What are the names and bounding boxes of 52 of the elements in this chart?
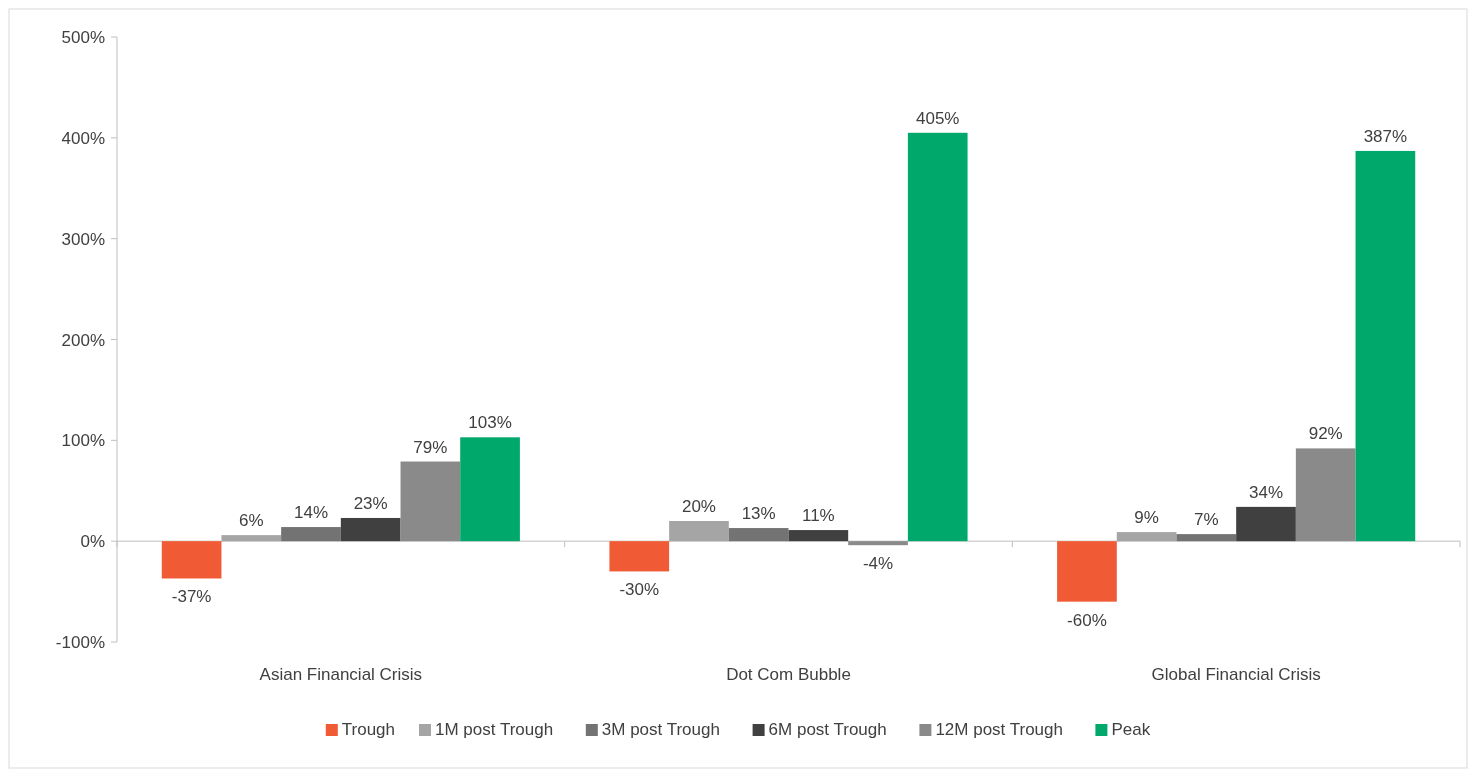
data-label: 387% — [1363, 126, 1408, 146]
bar — [1057, 541, 1117, 602]
legend-label: 1M post Trough — [435, 720, 554, 739]
y-tick-label: -100% — [55, 633, 105, 652]
bar — [460, 437, 520, 542]
x-tick-label: Global Financial Crisis — [1151, 665, 1321, 684]
bar — [281, 527, 341, 542]
bar — [788, 530, 849, 542]
data-label: 14% — [293, 503, 328, 523]
bar — [728, 528, 789, 542]
bar — [1116, 532, 1177, 542]
data-label: 6% — [239, 511, 264, 531]
data-label: 11% — [801, 506, 835, 526]
legend-label: 3M post Trough — [601, 720, 720, 739]
data-label: 92% — [1308, 424, 1343, 444]
bar — [907, 132, 968, 542]
data-label: 103% — [468, 413, 512, 433]
y-tick-label: 0% — [80, 532, 105, 552]
data-label: 34% — [1249, 482, 1284, 502]
bar — [1355, 150, 1416, 542]
y-tick-label: 200% — [61, 330, 105, 350]
bar — [221, 535, 282, 542]
bar — [1176, 534, 1237, 542]
data-label: 20% — [681, 497, 716, 516]
data-label: 79% — [413, 437, 448, 457]
bar — [1295, 448, 1356, 542]
bar — [609, 541, 670, 572]
data-label: -60% — [1067, 610, 1107, 630]
y-tick-label: 300% — [61, 229, 105, 249]
bar — [848, 541, 908, 546]
legend-label: 6M post Trough — [768, 720, 887, 739]
data-label: 23% — [353, 493, 388, 513]
x-tick-label: Asian Financial Crisis — [259, 665, 423, 684]
y-tick-label: 100% — [61, 431, 105, 451]
x-tick-label: Dot Com Bubble — [726, 665, 851, 684]
data-label: -30% — [619, 580, 660, 600]
data-label: 7% — [1194, 510, 1219, 530]
data-label: 9% — [1134, 508, 1159, 528]
bar — [161, 541, 222, 579]
y-tick-label: 500% — [61, 28, 105, 47]
legend-label: 12M post Trough — [935, 720, 1063, 739]
y-tick-label: 400% — [61, 128, 105, 148]
bar — [669, 521, 729, 542]
data-label: -37% — [171, 587, 212, 607]
legend-label: Trough — [341, 720, 396, 739]
data-label: -4% — [862, 554, 894, 574]
bar — [400, 461, 461, 542]
bar — [340, 517, 401, 542]
data-label: 405% — [915, 108, 960, 128]
bar — [1236, 506, 1296, 542]
legend-label: Peak — [1111, 720, 1151, 739]
data-label: 13% — [741, 504, 776, 524]
